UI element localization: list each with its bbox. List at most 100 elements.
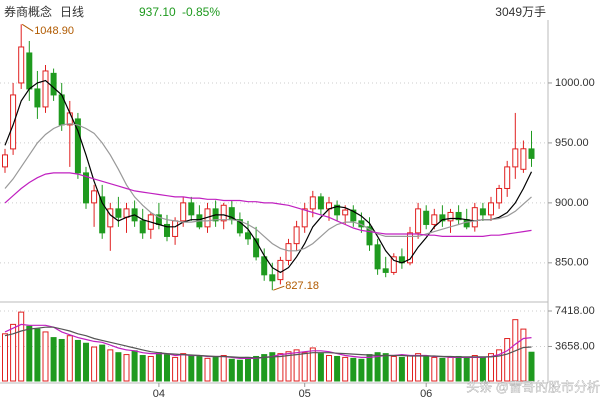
candle-body: [431, 214, 438, 225]
candle-body: [115, 208, 122, 218]
volume-bar: [334, 355, 341, 382]
candle-body: [423, 210, 430, 225]
candle-body: [2, 154, 8, 168]
annotation-arrow: [273, 285, 285, 291]
volume-bar: [309, 347, 316, 382]
volume-bar: [155, 352, 162, 382]
volume-bar: [447, 356, 454, 382]
y-tick-label: 7418.00: [555, 305, 595, 317]
candle-body: [463, 219, 470, 228]
y-tick-label: 3658.00: [555, 340, 595, 352]
candle-body: [107, 208, 114, 228]
candle-body: [439, 214, 446, 222]
candle-body: [34, 88, 41, 108]
volume-bar: [2, 333, 8, 382]
candle-body: [172, 220, 179, 237]
candle-body: [139, 220, 146, 234]
price: 937.10: [139, 5, 176, 19]
volume-bar: [301, 352, 308, 382]
candle-body: [455, 211, 462, 221]
volume-bar: [228, 358, 235, 382]
y-tick-label: 900.00: [555, 197, 589, 209]
volume-bar: [180, 353, 187, 382]
candle-body: [261, 256, 268, 276]
volume-bar: [398, 356, 405, 382]
volume-bar: [34, 328, 41, 382]
x-tick-label: 06: [420, 388, 432, 400]
candle-body: [188, 202, 195, 216]
volume-bar: [496, 349, 503, 382]
volume-bar: [471, 355, 478, 382]
volume-bar: [528, 351, 535, 382]
candle-body: [164, 223, 170, 237]
candle-body: [26, 52, 33, 90]
candle-body: [512, 148, 519, 168]
x-tick-label: 04: [153, 388, 165, 400]
candle-body: [293, 226, 300, 245]
volume-bar: [139, 355, 146, 382]
volume-bar: [172, 356, 179, 382]
volume-bar: [261, 354, 268, 382]
volume-bar: [407, 355, 413, 382]
volume-bar: [91, 346, 98, 382]
candle-body: [83, 172, 89, 204]
candle-body: [18, 46, 25, 84]
volume-bar: [439, 357, 446, 382]
volume-bar: [374, 352, 381, 382]
candle-body: [447, 211, 454, 222]
candle-body: [220, 204, 227, 222]
volume-bar: [479, 356, 486, 382]
volume-bar: [164, 354, 170, 382]
volume-bar: [26, 325, 33, 382]
candle-body: [415, 208, 422, 234]
volume-bar: [188, 355, 195, 382]
volume-bar: [66, 335, 73, 382]
volume-bar: [455, 355, 462, 382]
candle-body: [180, 202, 187, 222]
volume-bar: [253, 355, 260, 382]
volume-bar: [431, 356, 438, 382]
candle-body: [407, 232, 413, 264]
annotation-arrow: [21, 23, 34, 32]
volume-bar: [382, 353, 389, 382]
candle-body: [382, 268, 389, 273]
candle-body: [123, 208, 130, 218]
candle-body: [317, 196, 324, 210]
candle-body: [334, 204, 341, 216]
volume-bar: [520, 328, 527, 382]
candle-body: [10, 94, 17, 150]
volume-label: 3049万手: [495, 5, 546, 19]
volume-bar: [74, 339, 81, 382]
candle-body: [277, 259, 284, 281]
candle-body: [374, 244, 381, 270]
candle-body: [91, 190, 98, 204]
annotation: 827.18: [285, 280, 319, 292]
volume-bar: [204, 357, 211, 382]
watermark: 头条 @雷哥的股市分析: [466, 379, 600, 394]
ma-line: [4, 79, 533, 274]
candle-body: [471, 207, 478, 228]
volume-bar: [423, 355, 430, 382]
volume-bar: [285, 351, 292, 382]
candle-body: [520, 148, 527, 170]
volume-bar: [220, 355, 227, 382]
volume-bar: [83, 342, 89, 382]
candle-body: [342, 209, 349, 216]
volume-bar: [342, 356, 349, 382]
candle-body: [488, 202, 494, 216]
volume-bar: [390, 355, 397, 382]
period: 日线: [60, 5, 84, 19]
candle-body: [496, 187, 503, 204]
ma-line: [4, 123, 532, 252]
volume-bar: [326, 355, 332, 382]
volume-bar: [293, 349, 300, 382]
candle-body: [253, 238, 260, 258]
y-tick-label: 950.00: [555, 137, 589, 149]
y-tick-label: 850.00: [555, 257, 589, 269]
volume-bar: [115, 352, 122, 382]
candle-body: [50, 72, 57, 96]
volume-bar: [196, 355, 203, 382]
volume-bar: [358, 358, 365, 382]
volume-bar: [212, 356, 219, 382]
volume-bar: [18, 311, 25, 382]
